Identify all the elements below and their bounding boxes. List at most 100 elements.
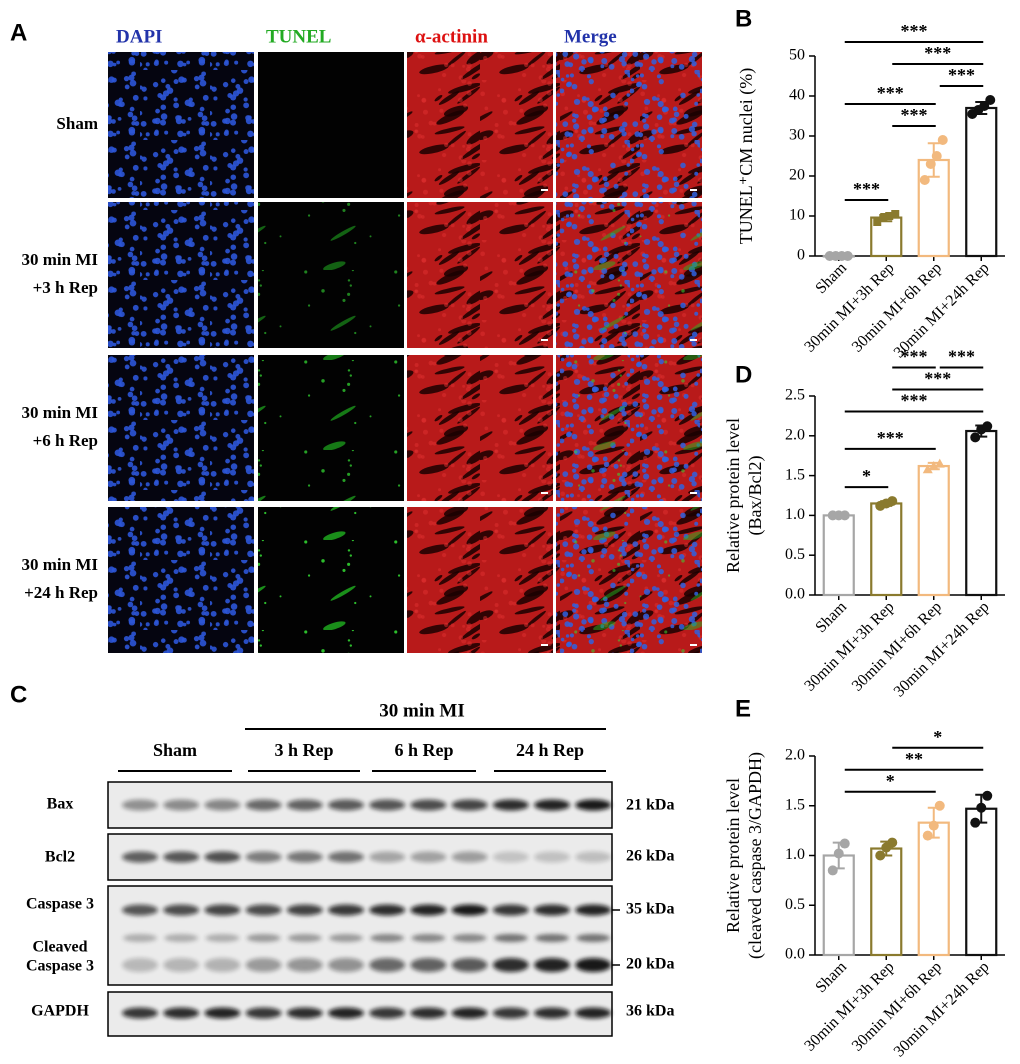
row-label: +6 h Rep — [33, 431, 98, 450]
blot-band — [451, 799, 488, 811]
group-label: 3 h Rep — [274, 740, 333, 760]
panel-label: A — [10, 19, 27, 46]
x-tick-label: 30min MI+3h Rep — [801, 259, 897, 355]
group-label: 6 h Rep — [394, 740, 453, 760]
blot-band — [163, 851, 200, 863]
image-layer — [108, 507, 254, 653]
data-point — [875, 850, 886, 861]
image-layer — [258, 507, 404, 653]
blot-band — [245, 1007, 282, 1019]
blot-band — [492, 958, 529, 972]
blot-band — [410, 851, 447, 863]
blot-band — [451, 851, 488, 863]
micrograph — [407, 507, 553, 653]
column-header: α-actinin — [415, 26, 488, 47]
y-axis-label: TUNEL⁺CM nuclei (%) — [736, 68, 757, 244]
blot-band — [246, 934, 281, 942]
blot-band — [245, 958, 282, 972]
significance-label: ** — [905, 749, 923, 769]
blot-band — [204, 851, 241, 863]
image-layer — [407, 507, 553, 653]
blot-row-label: GAPDH — [31, 1003, 89, 1020]
blot-header: 30 min MI — [379, 700, 465, 721]
y-tick-label: 1.0 — [785, 846, 805, 863]
data-point — [931, 151, 942, 161]
data-point — [879, 214, 888, 222]
blot-band — [123, 934, 157, 942]
micrograph — [108, 355, 254, 501]
panel-label: E — [735, 695, 751, 722]
x-tick-label: 30min MI+6h Rep — [849, 259, 945, 355]
blot-band — [163, 1007, 200, 1019]
y-tick-label: 1.5 — [785, 796, 805, 813]
blot-band — [534, 799, 570, 811]
blot-band — [575, 799, 612, 811]
size-label: 35 kDa — [626, 901, 674, 918]
significance-label: * — [933, 727, 942, 747]
significance-label: *** — [853, 179, 880, 199]
blot-band — [287, 934, 322, 942]
blot-band — [492, 799, 529, 811]
data-point — [885, 212, 894, 220]
data-point — [833, 848, 844, 859]
panel-label: C — [10, 681, 27, 708]
blot-row-label: Cleaved — [32, 939, 87, 956]
image-layer — [258, 355, 404, 501]
blot-band — [451, 958, 488, 972]
micrograph — [556, 202, 702, 348]
data-point — [928, 461, 939, 471]
blot-band — [452, 934, 487, 942]
blot-row-label: Bax — [47, 796, 74, 813]
group-label: 24 h Rep — [516, 740, 584, 760]
image-layer — [407, 52, 553, 198]
panel-label: D — [735, 361, 752, 388]
blot-band — [369, 958, 406, 972]
blot-band — [122, 904, 158, 916]
blot-row-label: Bcl2 — [45, 849, 75, 866]
panel-label: B — [735, 5, 752, 32]
image-layer — [556, 202, 702, 348]
significance-label: *** — [924, 369, 951, 389]
significance-label: * — [862, 466, 871, 486]
bar — [917, 464, 950, 597]
significance-label: *** — [948, 347, 975, 367]
blot-band — [286, 851, 323, 863]
blot-band — [535, 934, 569, 942]
data-point — [976, 802, 987, 813]
micrograph — [108, 52, 254, 198]
blot-band — [286, 958, 323, 972]
micrograph — [556, 52, 702, 198]
blot-band — [328, 1007, 364, 1019]
column-header: Merge — [564, 26, 617, 47]
blot-band — [329, 934, 363, 942]
blot-band — [163, 904, 200, 916]
micrograph — [108, 202, 254, 348]
row-label: 30 min MI — [22, 555, 99, 574]
data-point — [970, 817, 981, 828]
blot-band — [164, 934, 199, 942]
image-layer — [258, 52, 404, 198]
micrograph — [407, 202, 553, 348]
y-tick-label: 50 — [789, 47, 805, 64]
blot-band — [534, 904, 570, 916]
y-tick-label: 2.0 — [785, 426, 805, 443]
data-point — [873, 218, 882, 226]
significance-label: *** — [924, 43, 951, 63]
blot-band — [205, 934, 240, 942]
size-label: 26 kDa — [626, 848, 674, 865]
blot-band — [286, 799, 323, 811]
y-tick-label: 2.5 — [785, 387, 805, 404]
data-point — [925, 159, 936, 169]
micrograph — [258, 52, 404, 198]
y-tick-label: 0.5 — [785, 896, 805, 913]
y-tick-label: 2.0 — [785, 747, 805, 764]
micrograph — [258, 507, 404, 653]
blot-band — [286, 1007, 323, 1019]
bar — [965, 807, 998, 957]
data-point — [934, 800, 945, 811]
blot-band — [204, 799, 241, 811]
y-axis-label: Relative protein level — [723, 418, 743, 573]
y-axis-label: Relative protein level — [723, 778, 743, 933]
x-tick-label: Sham — [812, 598, 850, 636]
data-point — [919, 175, 930, 185]
